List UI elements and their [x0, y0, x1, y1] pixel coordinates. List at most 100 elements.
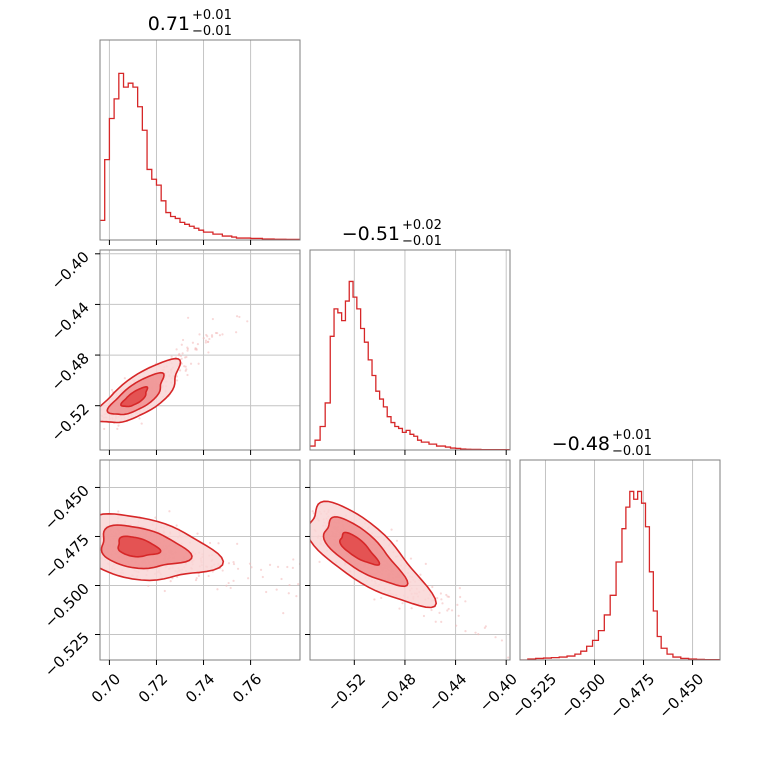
histogram-1	[310, 280, 510, 450]
sample-point	[123, 377, 126, 380]
sample-point	[194, 578, 198, 582]
contour-line-0	[100, 512, 225, 582]
sample-point	[186, 346, 189, 349]
sample-point	[217, 542, 220, 545]
sample-point	[390, 528, 393, 531]
sample-point	[261, 575, 264, 579]
sample-point	[304, 275, 306, 277]
sample-point	[507, 656, 510, 659]
param-title-1: −0.51	[342, 223, 400, 245]
sample-point	[147, 584, 150, 588]
hist-frame-2	[519, 459, 721, 661]
sample-point	[97, 533, 99, 535]
param-err-plus-2: +0.01	[612, 428, 652, 443]
sample-point	[91, 551, 93, 553]
y-tick-label-1-3: −0.40	[48, 248, 93, 293]
sample-point	[232, 560, 235, 564]
sample-point	[170, 355, 173, 358]
sample-point	[103, 427, 106, 431]
sample-point	[312, 586, 314, 588]
contour-line-0	[100, 357, 182, 424]
sample-point	[450, 609, 454, 612]
x-tick-label-0-2: 0.74	[182, 670, 218, 706]
sample-point	[225, 584, 228, 587]
sample-point	[282, 612, 285, 615]
sample-point	[464, 600, 467, 603]
sample-point	[238, 315, 241, 319]
sample-point	[456, 603, 459, 606]
sample-point	[250, 566, 253, 569]
sample-point	[97, 554, 99, 556]
x-tick-label-2-3: −0.450	[655, 670, 707, 722]
pair-grid-1	[100, 460, 300, 660]
x-tick-label-0-1: 0.72	[135, 670, 171, 706]
histogram-2	[520, 490, 720, 660]
sample-point	[206, 335, 209, 338]
pair-frame-0	[99, 249, 301, 451]
sample-point	[446, 595, 449, 598]
hist-grid-1	[353, 250, 507, 450]
sample-point	[138, 417, 141, 420]
sample-point	[92, 424, 94, 426]
x-tick-label-0-0: 0.70	[88, 670, 124, 706]
sample-point	[287, 592, 290, 595]
sample-point	[398, 607, 401, 610]
sample-point	[218, 334, 222, 337]
y-tick-label-2-0: −0.525	[41, 629, 93, 681]
x-tick-label-1-0: −0.52	[324, 670, 369, 715]
sample-point	[373, 598, 376, 601]
sample-point	[186, 349, 189, 352]
sample-point	[227, 581, 230, 585]
sample-point	[229, 586, 232, 590]
sample-point	[500, 639, 504, 642]
sample-point	[214, 331, 218, 335]
contour-line-1	[322, 516, 409, 588]
sample-point	[438, 611, 441, 614]
pair-frame-2	[309, 459, 511, 661]
sample-point	[168, 510, 171, 513]
x-tick-label-1-2: −0.44	[425, 670, 470, 715]
sample-point	[464, 629, 467, 633]
sample-point	[180, 343, 183, 346]
pair-frame-1	[99, 459, 301, 661]
sample-point	[191, 341, 195, 344]
sample-point	[440, 620, 443, 624]
sample-point	[232, 579, 235, 582]
sample-point	[175, 524, 178, 527]
hist-grid-0	[108, 40, 252, 240]
sample-point	[474, 631, 477, 634]
sample-point	[439, 592, 442, 595]
sample-point	[185, 355, 188, 359]
sample-point	[198, 333, 201, 336]
y-tick-label-1-2: −0.44	[48, 299, 93, 344]
sample-point	[95, 545, 97, 547]
contour-line-2	[338, 531, 381, 566]
y-tick-label-1-1: −0.48	[48, 349, 93, 394]
sample-point	[494, 636, 497, 639]
sample-point	[335, 591, 337, 593]
sample-point	[177, 354, 180, 357]
sample-point	[526, 652, 528, 654]
sample-point	[441, 602, 444, 605]
sample-point	[395, 539, 399, 542]
sample-point	[232, 562, 236, 566]
pair-panel-0	[92, 275, 306, 431]
sample-point	[216, 588, 219, 591]
sample-point	[117, 424, 120, 427]
histogram-0	[100, 72, 300, 240]
sample-point	[180, 357, 183, 360]
sample-point	[154, 516, 157, 519]
sample-point	[401, 602, 404, 605]
sample-point	[195, 577, 198, 580]
sample-point	[181, 352, 184, 355]
sample-point	[208, 541, 212, 545]
sample-point	[283, 527, 285, 529]
sample-point	[197, 362, 200, 365]
sample-point	[409, 557, 413, 560]
sample-point	[189, 362, 193, 365]
sample-point	[455, 624, 458, 627]
sample-point	[97, 530, 99, 532]
sample-point	[204, 341, 207, 344]
sample-point	[221, 333, 224, 336]
y-tick-label-1-0: −0.52	[48, 400, 93, 445]
